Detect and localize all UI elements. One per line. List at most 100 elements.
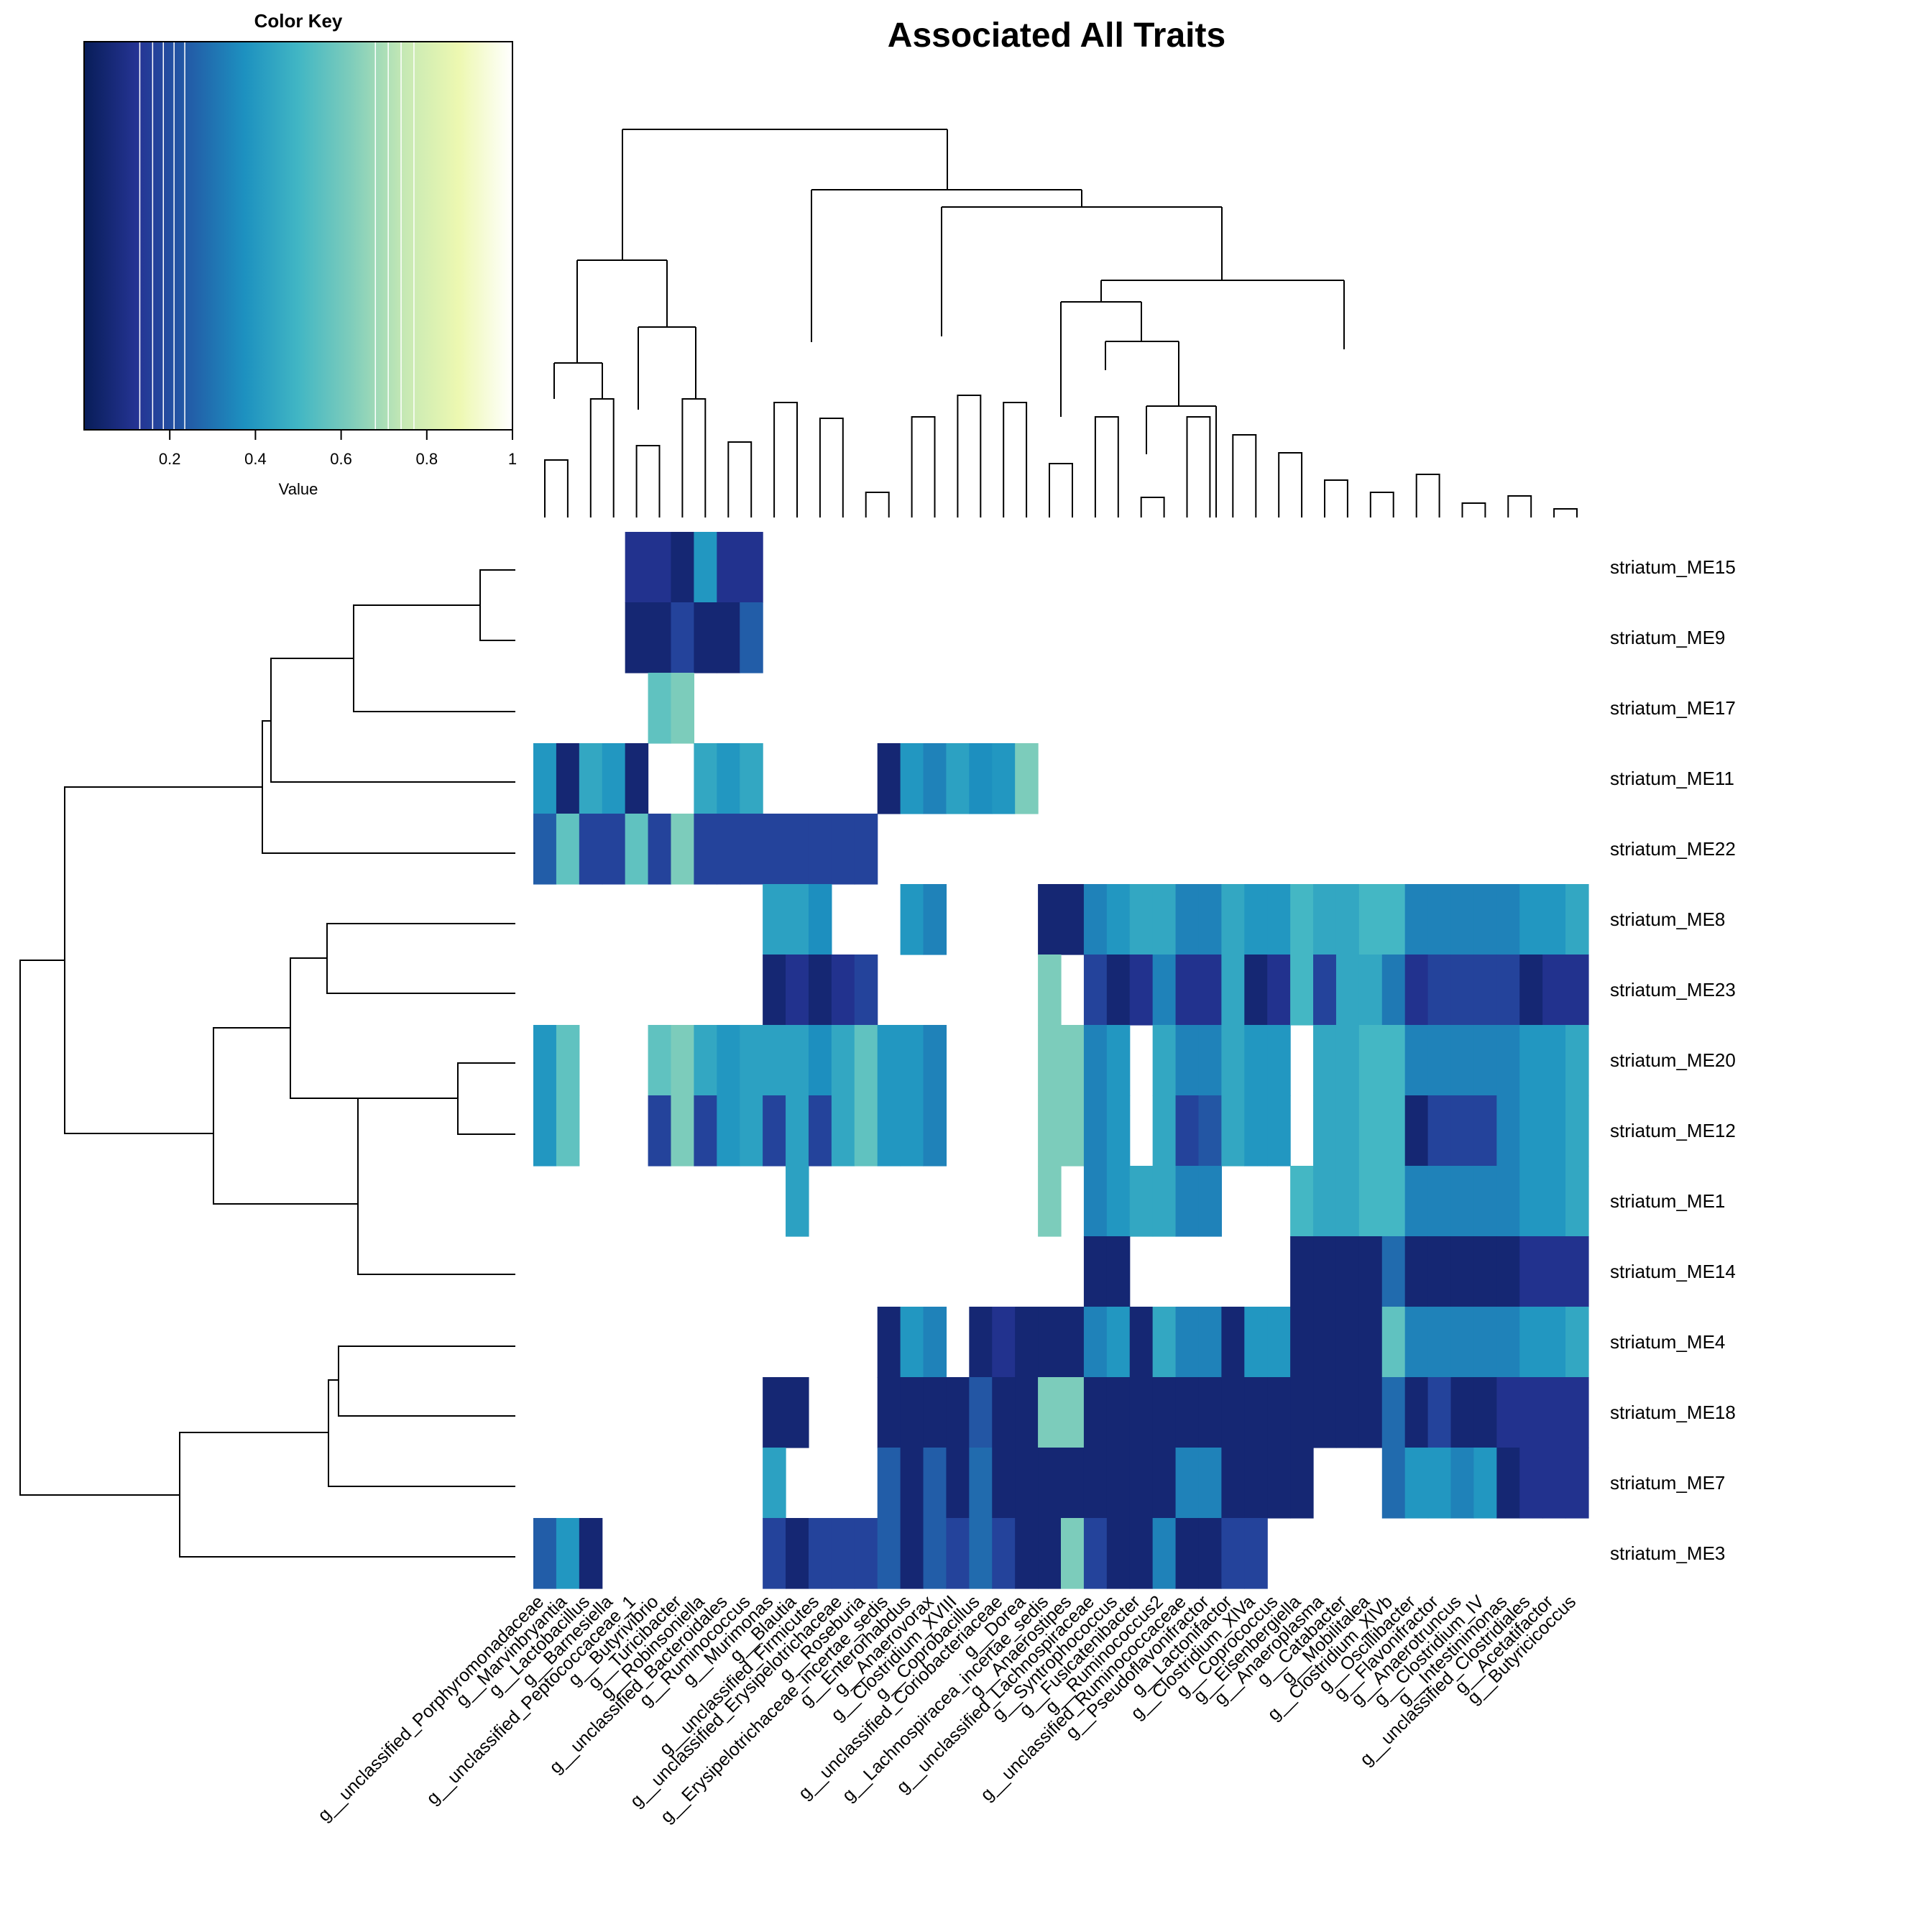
heatmap-cell — [1542, 954, 1566, 1026]
heatmap-cell — [1381, 1377, 1406, 1448]
heatmap-cell — [1542, 1166, 1566, 1237]
column-dendrogram-branch — [957, 395, 982, 518]
heatmap-cell — [923, 743, 947, 814]
heatmap-cell — [808, 1518, 832, 1589]
column-dendrogram-branch — [1049, 463, 1073, 518]
heatmap-cell — [602, 743, 626, 814]
heatmap-cell — [1313, 1377, 1337, 1448]
heatmap-cell — [1083, 1518, 1108, 1589]
heatmap-cell — [1129, 1377, 1154, 1448]
heatmap-cell — [1129, 1518, 1154, 1589]
heatmap-cell — [808, 884, 832, 955]
row-label: striatum_ME14 — [1610, 1261, 1736, 1282]
heatmap-cell — [1061, 1095, 1085, 1167]
heatmap-cell — [786, 1095, 809, 1167]
heatmap-cell — [900, 1448, 924, 1519]
heatmap-cell — [1404, 1166, 1429, 1237]
heatmap-cell — [1061, 884, 1085, 955]
heatmap-cell — [992, 1377, 1016, 1448]
color-key-tick-label: 1 — [508, 450, 517, 468]
heatmap-cell — [1152, 1166, 1177, 1237]
heatmap-cell — [1381, 1236, 1406, 1307]
heatmap-cell — [1152, 954, 1177, 1026]
heatmap-cell — [1496, 884, 1520, 955]
heatmap-cell — [625, 602, 649, 673]
heatmap-cell — [1106, 1025, 1131, 1096]
heatmap-cell — [1221, 1025, 1245, 1096]
heatmap-cell — [1198, 1377, 1222, 1448]
color-key-tick-label: 0.6 — [330, 450, 352, 468]
heatmap-cell — [579, 1518, 603, 1589]
heatmap-cell — [1015, 1307, 1039, 1378]
heatmap-cell — [1519, 954, 1543, 1026]
heatmap-cell — [1129, 1166, 1154, 1237]
heatmap-cell — [1427, 1025, 1452, 1096]
heatmap-cell — [1450, 1377, 1475, 1448]
chart-title: Associated All Traits — [888, 17, 1225, 55]
heatmap-cell — [1335, 1236, 1360, 1307]
heatmap-cell — [1198, 1518, 1222, 1589]
column-dendrogram-branch — [1507, 495, 1532, 518]
heatmap-cell — [1083, 884, 1108, 955]
heatmap-cell — [763, 1095, 786, 1167]
heatmap-cell — [808, 1095, 832, 1167]
heatmap-cell — [786, 1377, 809, 1448]
heatmap-cell — [533, 1095, 557, 1167]
column-dendrogram-branch — [1369, 492, 1394, 518]
row-label: striatum_ME1 — [1610, 1190, 1725, 1212]
heatmap-cell — [1061, 1377, 1085, 1448]
heatmap-cell — [877, 1448, 901, 1519]
heatmap-cell — [946, 1377, 970, 1448]
column-dendrogram-branch — [1461, 502, 1486, 518]
heatmap-cell — [946, 1448, 970, 1519]
heatmap-cell — [1083, 954, 1108, 1026]
heatmap-cell — [671, 602, 694, 673]
column-labels: g__unclassified_Porphyromonadaceaeg__Mar… — [314, 1591, 1580, 1827]
heatmap-cell — [877, 1095, 901, 1167]
heatmap-cell — [1519, 1095, 1543, 1167]
color-key-gradient — [84, 42, 512, 430]
row-label: striatum_ME15 — [1610, 556, 1736, 578]
heatmap-cell — [1427, 1095, 1452, 1167]
heatmap-cell — [1061, 1307, 1085, 1378]
row-label: striatum_ME20 — [1610, 1049, 1736, 1071]
heatmap-cell — [786, 1518, 809, 1589]
heatmap-cell — [1038, 954, 1062, 1026]
heatmap-cell — [900, 1095, 924, 1167]
heatmap-cell — [1175, 954, 1200, 1026]
heatmap-cell — [1038, 1448, 1062, 1519]
color-key-tick-label: 0.2 — [159, 450, 181, 468]
color-key-divisions — [139, 42, 415, 430]
heatmap-cell — [671, 814, 694, 885]
heatmap-cell — [1198, 954, 1222, 1026]
row-label: striatum_ME3 — [1610, 1542, 1725, 1564]
heatmap-cell — [1267, 1377, 1291, 1448]
heatmap-cell — [1473, 1236, 1497, 1307]
row-label: striatum_ME7 — [1610, 1472, 1725, 1494]
heatmap-cell — [1175, 884, 1200, 955]
heatmap-cell — [900, 1377, 924, 1448]
heatmap-cell — [579, 814, 603, 885]
heatmap-cell — [1450, 1166, 1475, 1237]
heatmap-cell — [854, 814, 878, 885]
column-dendrogram-branch — [681, 398, 707, 518]
heatmap-cell — [1404, 1448, 1429, 1519]
heatmap-cell — [1473, 1025, 1497, 1096]
heatmap-cell — [1198, 1025, 1222, 1096]
heatmap-cell — [1427, 884, 1452, 955]
heatmap-cell — [1083, 1236, 1108, 1307]
column-dendrogram-branch — [1415, 474, 1440, 518]
heatmap-cell — [1267, 954, 1291, 1026]
heatmap-cell — [1244, 1095, 1268, 1167]
heatmap-cell — [763, 1377, 786, 1448]
heatmap-cell — [1221, 1448, 1245, 1519]
heatmap-cell — [1335, 1377, 1360, 1448]
heatmap-cell — [1313, 954, 1337, 1026]
heatmap-cell — [1542, 884, 1566, 955]
heatmap-cell — [1129, 884, 1154, 955]
heatmap-cell — [1473, 1095, 1497, 1167]
heatmap-cell — [1015, 1448, 1039, 1519]
heatmap-cell — [556, 1025, 580, 1096]
row-label: striatum_ME4 — [1610, 1331, 1725, 1353]
heatmap-cell — [1519, 884, 1543, 955]
